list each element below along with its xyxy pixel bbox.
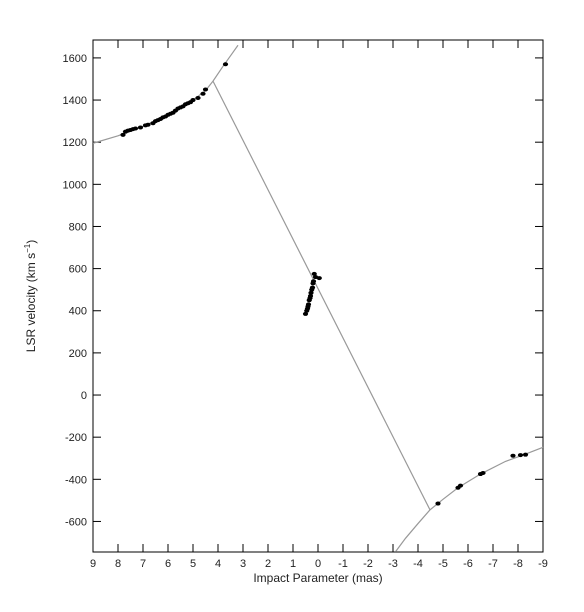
maser-spot — [202, 87, 209, 92]
maser-spot — [309, 287, 315, 292]
maser-spot — [308, 290, 314, 295]
x-tick-label: -8 — [513, 558, 523, 570]
x-tick-label: 9 — [90, 558, 96, 570]
x-tick-label: -1 — [338, 558, 348, 570]
y-tick-label: -200 — [65, 432, 87, 444]
maser-spot — [457, 483, 464, 488]
x-tick-label: 4 — [215, 558, 221, 570]
maser-spot — [306, 298, 312, 303]
y-tick-label: 400 — [69, 306, 87, 318]
y-tick-label: 1200 — [63, 137, 87, 149]
x-tick-label: -9 — [538, 558, 548, 570]
maser-spot — [302, 311, 309, 316]
maser-spot — [137, 125, 144, 130]
maser-spot — [310, 281, 316, 286]
maser-spot — [145, 122, 151, 127]
y-label-end: ) — [24, 240, 38, 244]
x-tick-label: -2 — [363, 558, 373, 570]
x-tick-label: 3 — [240, 558, 246, 570]
y-tick-label: 1000 — [63, 179, 87, 191]
y-tick-label: 800 — [69, 221, 87, 233]
x-tick-label: 2 — [265, 558, 271, 570]
maser-spot — [132, 126, 139, 131]
maser-spot — [222, 62, 229, 67]
y-tick-label: 1400 — [63, 95, 87, 107]
maser-spot — [316, 276, 322, 281]
maser-spot — [120, 132, 126, 137]
y-tick-label: 1600 — [63, 53, 87, 65]
x-tick-label: -5 — [438, 558, 448, 570]
x-tick-label: -6 — [463, 558, 473, 570]
x-tick-label: 1 — [290, 558, 296, 570]
model-curve — [212, 80, 431, 511]
x-tick-label: 8 — [115, 558, 121, 570]
x-tick-label: -7 — [488, 558, 498, 570]
model-curve — [395, 446, 544, 553]
y-tick-label: 0 — [81, 390, 87, 402]
y-tick-label: 200 — [69, 348, 87, 360]
maser-spot — [190, 98, 196, 103]
maser-spot — [435, 501, 441, 506]
y-axis-label: LSR velocity (km s−1) — [23, 240, 38, 352]
maser-spot — [510, 453, 516, 458]
maser-spot — [195, 95, 201, 100]
x-tick-label: -3 — [388, 558, 398, 570]
y-tick-label: 600 — [69, 264, 87, 276]
x-tick-label: 5 — [190, 558, 196, 570]
maser-spot — [480, 470, 486, 475]
maser-spot — [304, 308, 310, 313]
x-axis-label: Impact Parameter (mas) — [253, 571, 382, 585]
y-tick-label: -400 — [65, 474, 87, 486]
maser-spot — [311, 271, 317, 276]
y-tick-label: -600 — [65, 516, 87, 528]
y-label-superscript: −1 — [23, 243, 32, 253]
x-tick-label: -4 — [413, 558, 423, 570]
y-label-text: LSR velocity (km s — [24, 253, 38, 352]
x-tick-label: 7 — [140, 558, 146, 570]
maser-spot — [522, 452, 529, 457]
model-curve — [92, 44, 239, 144]
x-tick-label: 0 — [315, 558, 321, 570]
maser-spot — [517, 453, 524, 458]
x-tick-label: 6 — [165, 558, 171, 570]
maser-spot — [200, 91, 206, 96]
